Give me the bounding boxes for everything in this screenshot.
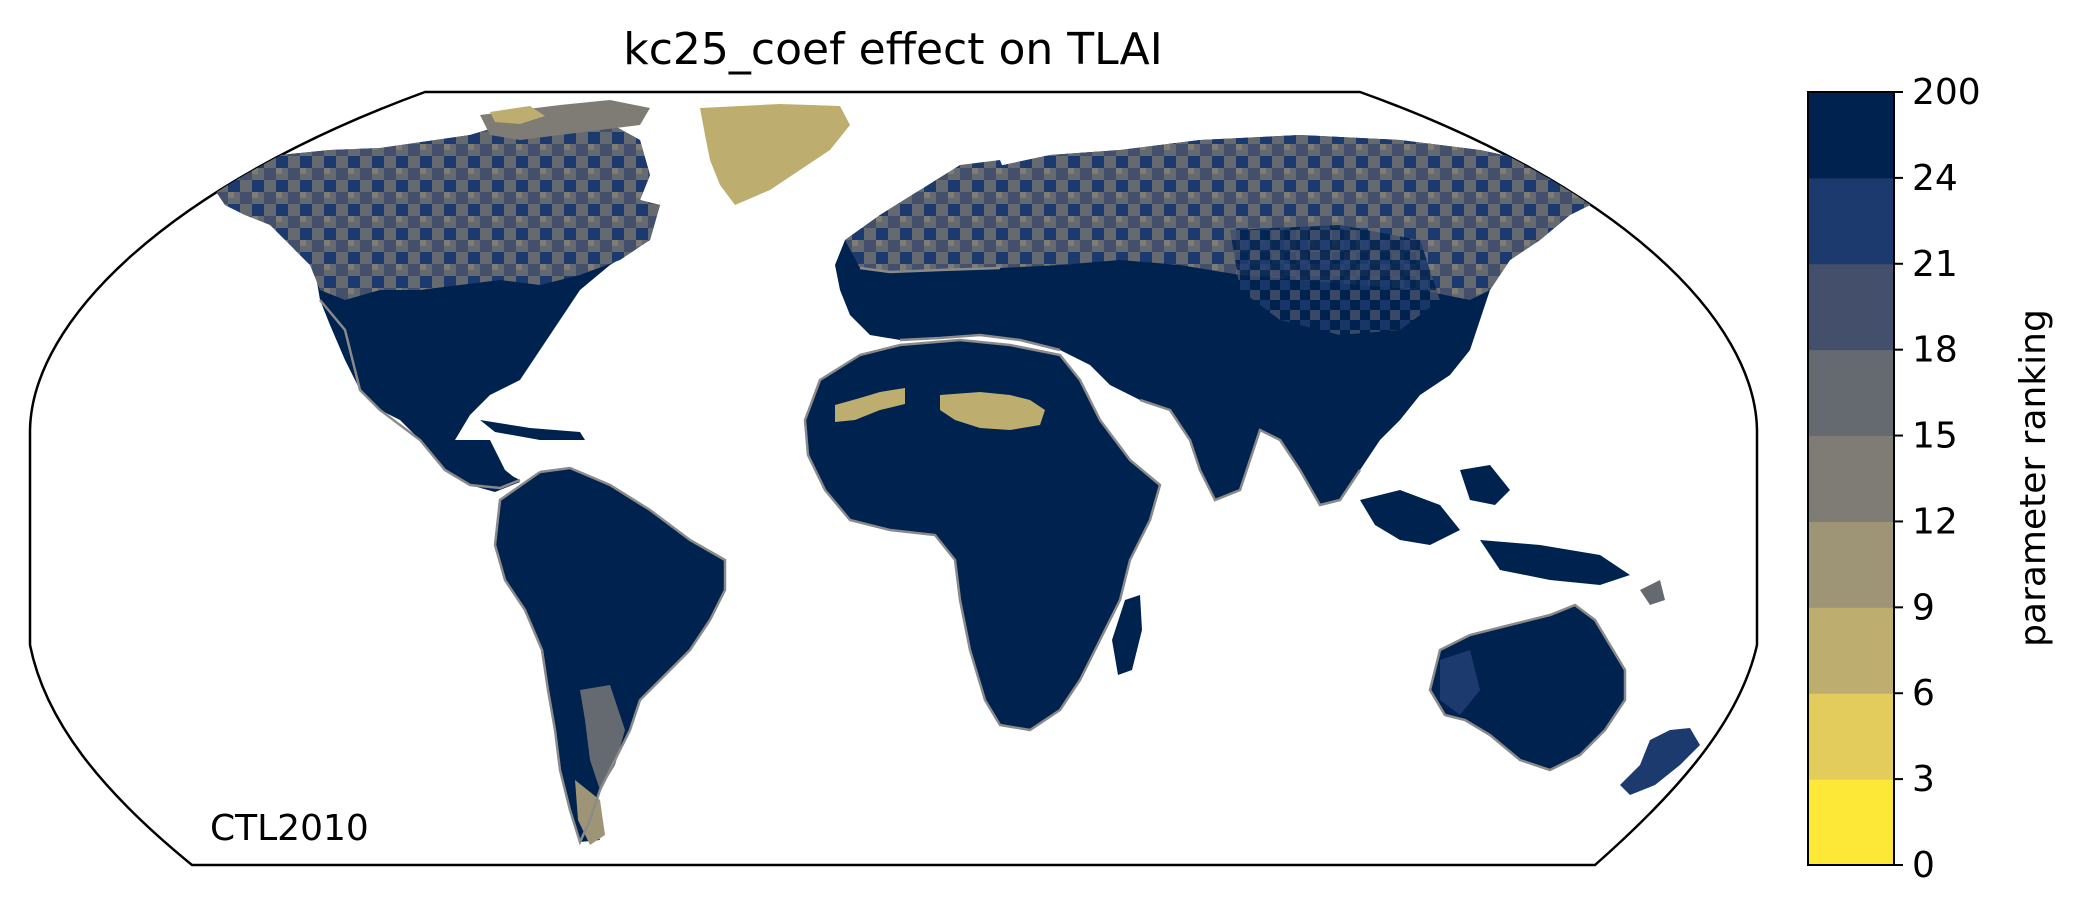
north-america-boreal: [215, 118, 660, 300]
map-title: kc25_coef effect on TLAI: [623, 24, 1162, 75]
south-america: [495, 468, 725, 842]
colorbar-segment: [1808, 521, 1894, 608]
colorbar-tick-label: 200: [1912, 72, 1981, 113]
greenland: [700, 104, 850, 205]
colorbar-segment: [1808, 92, 1894, 179]
colorbar-tick-label: 9: [1912, 587, 1935, 628]
colorbar-segment: [1808, 693, 1894, 780]
colorbar-tick-label: 12: [1912, 501, 1958, 542]
australia: [1430, 605, 1625, 770]
coastlines: [319, 266, 1627, 846]
madagascar: [1112, 595, 1142, 675]
land-masses: [215, 100, 1700, 845]
colorbar-tick-label: 3: [1912, 759, 1935, 800]
sahara-patch-2: [940, 392, 1045, 430]
colorbar-tick-label: 15: [1912, 416, 1958, 457]
colorbar-segment: [1808, 779, 1894, 866]
colorbar-segment: [1808, 263, 1894, 351]
colorbar-segment: [1808, 435, 1894, 522]
colorbar-tick-label: 21: [1912, 244, 1958, 285]
africa: [805, 340, 1160, 730]
colorbar-tick-label: 24: [1912, 158, 1958, 199]
central-america: [445, 440, 520, 492]
colorbar-tick-label: 6: [1912, 673, 1935, 714]
se-asia-islands: [1360, 490, 1460, 545]
experiment-label: CTL2010: [210, 808, 369, 849]
colorbar-ticks: 0 3 6 9 12 15 18 21 24 200: [1894, 72, 1981, 886]
colorbar-tick-label: 0: [1912, 845, 1935, 886]
map-globe: CTL2010: [28, 90, 1759, 867]
new-zealand: [1620, 728, 1700, 795]
sahara-patch-1: [835, 388, 905, 422]
colorbar-tick-label: 18: [1912, 330, 1958, 371]
colorbar-label: parameter ranking: [2013, 309, 2054, 647]
colorbar-segments: [1808, 92, 1894, 866]
colorbar-frame: [1807, 91, 1895, 866]
colorbar-segment: [1808, 349, 1894, 437]
colorbar-segment: [1808, 607, 1894, 694]
colorbar-segment: [1808, 177, 1894, 265]
colorbar: 0 3 6 9 12 15 18 21 24 200 parameter ranking: [1807, 72, 2054, 886]
